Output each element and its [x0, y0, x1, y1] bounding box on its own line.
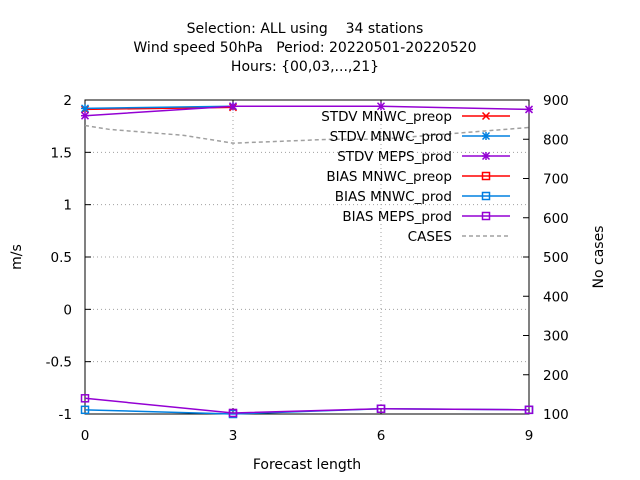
data-point — [80, 104, 90, 113]
y2-tick-label: 900 — [543, 93, 569, 109]
legend-marker — [481, 151, 491, 161]
x-tick-label: 0 — [81, 428, 90, 444]
title-line-3: Hours: {00,03,...,21} — [230, 59, 380, 75]
y2-tick-label: 300 — [543, 329, 569, 345]
legend-item: STDV MNWC_preop — [321, 109, 510, 125]
y-tick-label: -0.5 — [46, 355, 72, 371]
y2-tick-label: 700 — [543, 172, 569, 188]
series-bias-meps-prod — [80, 394, 534, 418]
y2-tick-label: 100 — [543, 407, 569, 423]
y-tick-label: 1 — [63, 198, 72, 214]
axis-ticks: 0 3 6 9 -1 -0.5 0 0.5 1 1.5 2 100 200 300 400 500 600 700… — [46, 93, 569, 444]
legend-item: CASES — [408, 229, 510, 245]
legend-label: BIAS MNWC_prod — [335, 189, 452, 205]
y-tick-label: 0.5 — [51, 250, 72, 266]
legend-label: STDV MNWC_preop — [321, 109, 452, 125]
legend-item: BIAS MNWC_preop — [326, 169, 510, 185]
y-tick-label: 0 — [63, 302, 72, 318]
series-line — [84, 105, 530, 117]
title-line-1: Selection: ALL using 34 stations — [186, 21, 424, 37]
legend-item: STDV MNWC_prod — [330, 129, 510, 145]
x-tick-label: 3 — [229, 428, 238, 444]
series-line — [84, 124, 530, 144]
legend-label: BIAS MEPS_prod — [342, 209, 452, 225]
grid — [85, 100, 529, 414]
data-point — [80, 394, 90, 403]
plot-frame — [84, 99, 530, 415]
y-axis-label: m/s — [9, 244, 25, 270]
data-point — [228, 102, 238, 111]
y2-tick-label: 500 — [543, 250, 569, 266]
legend-label: STDV MEPS_prod — [337, 149, 452, 165]
series-line — [84, 105, 234, 110]
legend-label: BIAS MNWC_preop — [326, 169, 452, 185]
y-tick-label: 2 — [63, 93, 72, 109]
data-point — [376, 102, 386, 111]
y2-axis-label: No cases — [591, 226, 607, 289]
data-point — [524, 405, 534, 415]
series-cases — [84, 124, 530, 144]
series-line — [84, 397, 530, 414]
series-group — [80, 102, 534, 419]
y-tick-label: -1 — [59, 407, 72, 423]
data-point — [376, 404, 386, 414]
x-tick-label: 6 — [377, 428, 386, 444]
legend-marker — [481, 131, 491, 141]
y2-tick-label: 200 — [543, 368, 569, 384]
legend-marker — [481, 191, 491, 201]
data-point — [80, 405, 90, 415]
legend-marker — [481, 211, 491, 221]
data-point — [228, 408, 238, 418]
series-stdv-meps-prod — [80, 102, 534, 120]
legend-label: STDV MNWC_prod — [330, 129, 452, 145]
data-point — [524, 105, 534, 114]
x-tick-label: 9 — [525, 428, 534, 444]
title-line-2: Wind speed 50hPa Period: 20220501-202205… — [133, 40, 477, 56]
legend-item: STDV MEPS_prod — [337, 149, 510, 165]
legend-item: BIAS MEPS_prod — [342, 209, 510, 225]
y2-tick-label: 400 — [543, 289, 569, 305]
y-tick-label: 1.5 — [51, 145, 72, 161]
data-point — [80, 111, 90, 120]
x-axis-label: Forecast length — [253, 457, 361, 473]
legend-marker — [481, 171, 491, 181]
legend: STDV MNWC_preop STDV MNWC_prod STDV MEPS_p… — [321, 109, 510, 245]
chart-title: Selection: ALL using 34 stations Wind sp… — [0, 20, 610, 77]
legend-item: BIAS MNWC_prod — [335, 189, 510, 205]
y2-tick-label: 600 — [543, 211, 569, 227]
y2-tick-label: 800 — [543, 132, 569, 148]
legend-marker — [481, 111, 491, 121]
legend-label: CASES — [408, 229, 452, 245]
